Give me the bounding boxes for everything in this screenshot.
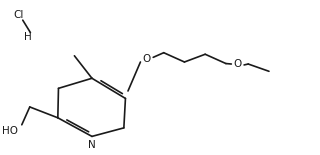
- Text: O: O: [142, 54, 150, 64]
- Text: HO: HO: [2, 126, 18, 136]
- Text: Cl: Cl: [13, 11, 24, 20]
- Text: O: O: [233, 59, 241, 69]
- Text: N: N: [88, 140, 96, 150]
- Text: H: H: [24, 32, 32, 42]
